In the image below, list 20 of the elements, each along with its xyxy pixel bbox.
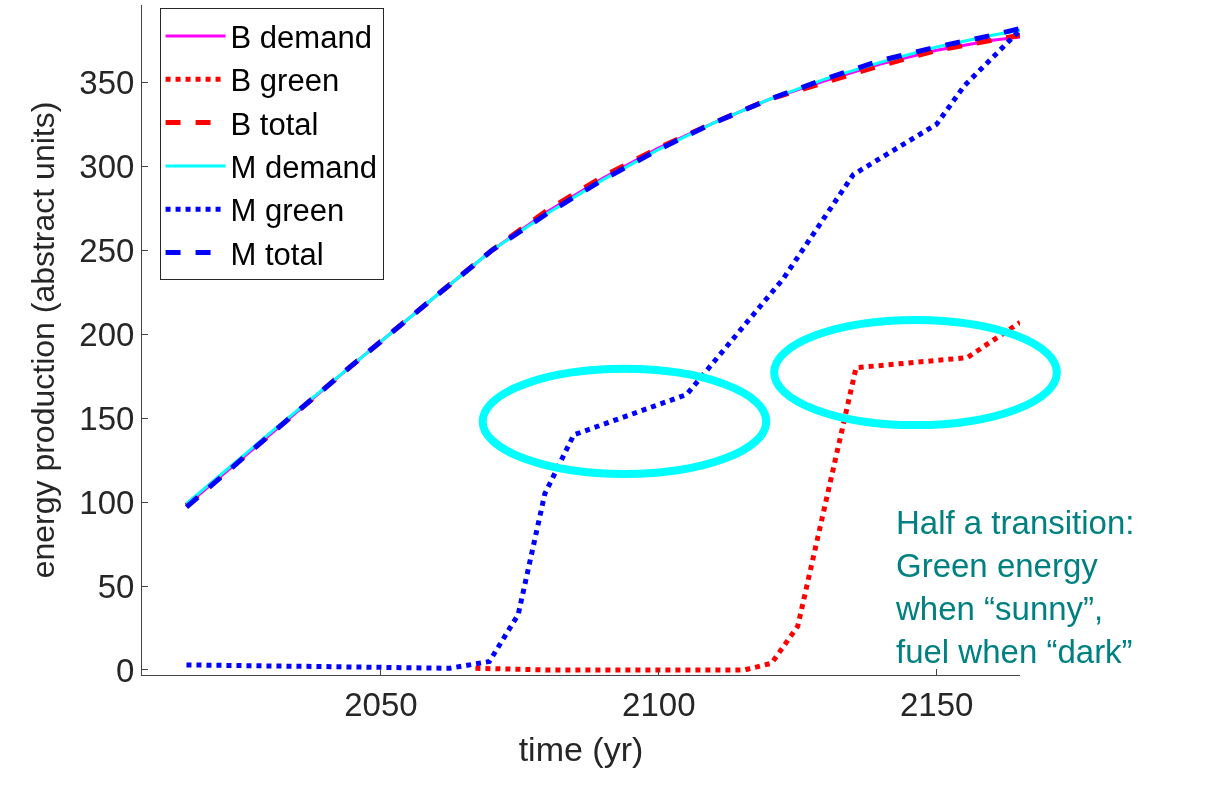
- legend-label: B total: [230, 106, 319, 142]
- y-axis-title: energy production (abstract units): [24, 101, 61, 579]
- y-tick-label: 300: [79, 147, 135, 185]
- y-tick-label: 150: [79, 399, 135, 437]
- y-tick-label: 250: [79, 231, 135, 269]
- legend-label: M green: [230, 193, 345, 229]
- y-tick-label: 200: [79, 315, 135, 353]
- y-tick-label: 100: [79, 483, 135, 521]
- legend-label: B green: [230, 63, 340, 99]
- x-tick-label: 2100: [622, 685, 696, 723]
- legend-label: M demand: [230, 149, 378, 185]
- legend-label: M total: [230, 236, 324, 272]
- y-tick-label: 50: [97, 567, 135, 605]
- x-tick-label: 2150: [899, 685, 974, 723]
- x-tick-label: 2050: [344, 685, 418, 723]
- y-tick-label: 0: [116, 651, 135, 689]
- x-axis-title: time (yr): [518, 729, 644, 768]
- annotation: Half a transition: Green energy when “sunny”, fuel when “dark”: [895, 504, 1135, 670]
- legend-label: B demand: [230, 20, 372, 56]
- y-tick-label: 350: [79, 63, 135, 101]
